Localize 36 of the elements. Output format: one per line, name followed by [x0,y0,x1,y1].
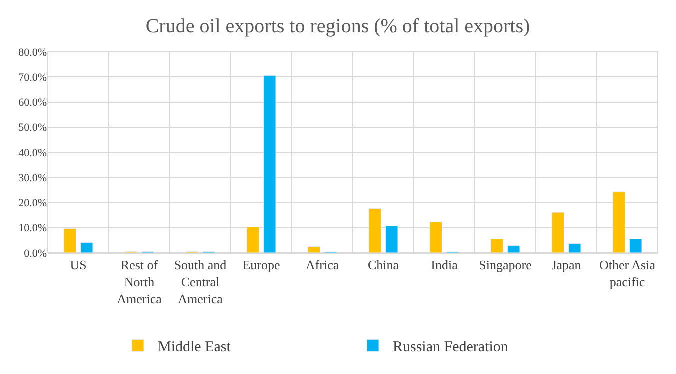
x-tick-label: China [368,258,400,273]
bar [508,245,520,253]
bar [490,238,504,253]
y-tick-label: 0.0% [24,248,47,260]
bar [568,243,582,253]
chart-title: Crude oil exports to regions (% of total exports) [146,16,530,38]
x-tick-label: Europe [242,258,280,273]
legend-label: Russian Federation [393,339,509,356]
x-tick-label: South and Central America [174,258,228,306]
bar [308,246,320,253]
x-tick-label: India [431,258,458,273]
y-tick-label: 70.0% [18,72,47,84]
y-tick-label: 30.0% [18,172,47,184]
y-tick-label: 10.0% [18,222,47,235]
x-tick-label: Rest of North America [117,258,162,306]
bar [612,192,626,253]
bar [552,212,564,253]
x-tick-label: Other Asia pacific [600,258,656,290]
bar [246,226,260,253]
bar [80,242,94,253]
bar [368,208,382,253]
y-tick-label: 80.0% [18,46,47,59]
legend-label: Middle East [158,339,232,356]
y-tick-label: 50.0% [18,122,47,134]
x-tick-label: Singapore [479,258,532,273]
x-tick-label: Africa [306,258,340,273]
y-tick-label: 20.0% [18,198,47,210]
y-tick-label: 60.0% [18,97,47,110]
bar [386,226,398,253]
x-tick-label: US [70,258,87,273]
bar [430,222,442,253]
bar [264,75,276,253]
x-tick-label: Japan [552,258,582,273]
bar [630,238,642,253]
bar [64,228,76,253]
y-tick-label: 40.0% [18,147,47,160]
